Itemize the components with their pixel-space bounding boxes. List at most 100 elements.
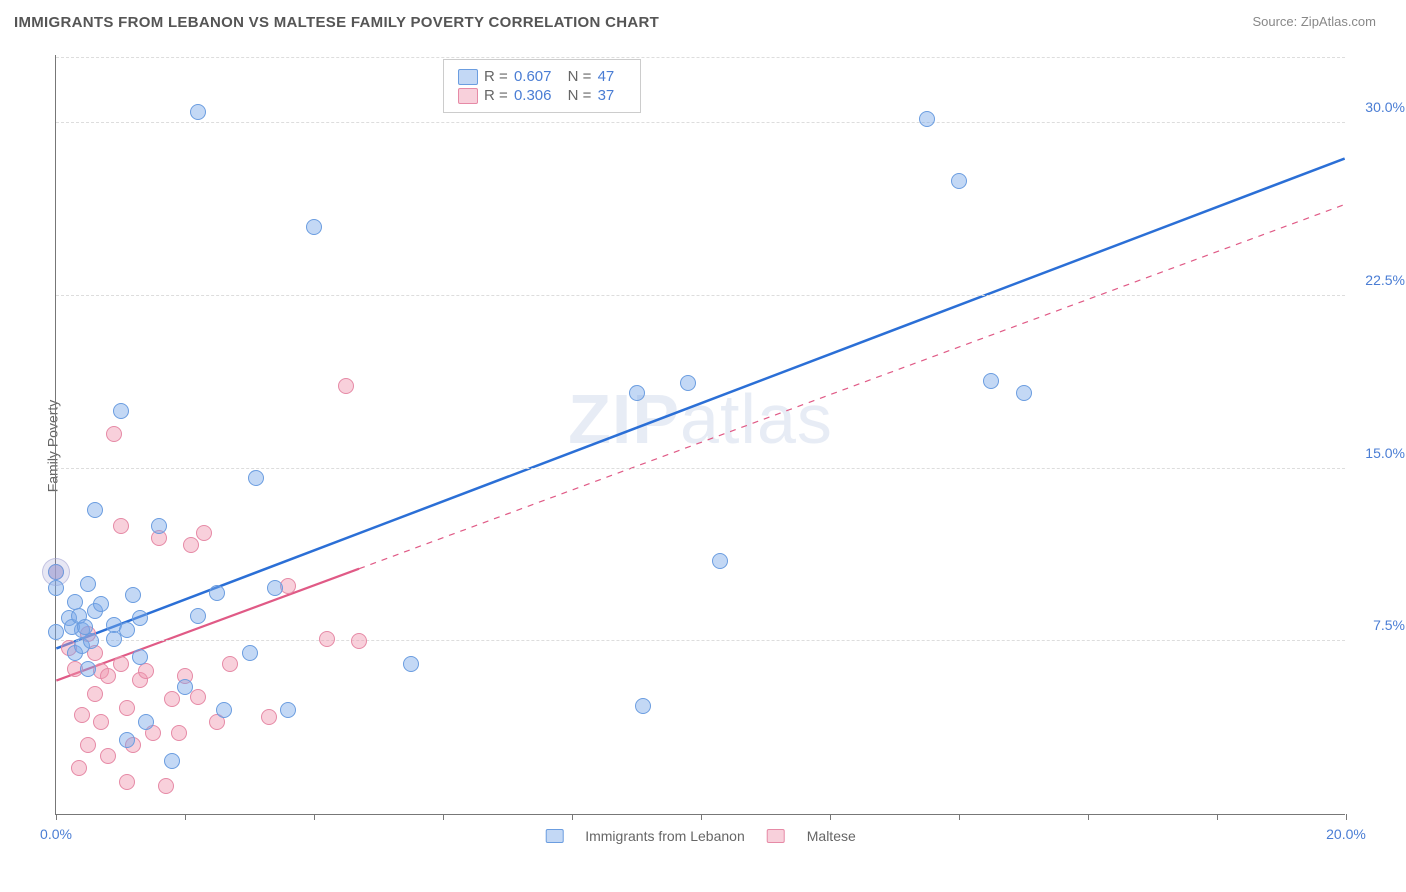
series-a-point [48, 580, 64, 596]
y-tick-label: 22.5% [1365, 272, 1405, 288]
x-tick [185, 814, 186, 820]
trend-lines [56, 55, 1345, 814]
correlation-legend: R = 0.607 N = 47 R = 0.306 N = 37 [443, 59, 641, 113]
series-a-point [83, 633, 99, 649]
series-a-point [48, 564, 64, 580]
series-a-point [635, 698, 651, 714]
legend-swatch [545, 829, 563, 843]
series-b-point [74, 707, 90, 723]
series-a-point [1016, 385, 1032, 401]
legend-stats: R = 0.306 N = 37 [484, 87, 626, 104]
series-a-point [113, 403, 129, 419]
series-b-point [190, 689, 206, 705]
series-b-point [351, 633, 367, 649]
grid-line [56, 295, 1345, 296]
series-a-point [280, 702, 296, 718]
source-link[interactable]: ZipAtlas.com [1301, 14, 1376, 29]
grid-line [56, 640, 1345, 641]
legend-label: Maltese [807, 828, 856, 844]
series-b-point [138, 663, 154, 679]
grid-line [56, 468, 1345, 469]
legend-stats: R = 0.607 N = 47 [484, 68, 626, 85]
series-a-point [132, 610, 148, 626]
series-a-point [119, 732, 135, 748]
series-a-point [267, 580, 283, 596]
watermark: ZIPatlas [568, 379, 833, 459]
legend-row: R = 0.306 N = 37 [458, 87, 626, 104]
series-a-point [190, 104, 206, 120]
y-tick-label: 30.0% [1365, 99, 1405, 115]
x-tick [56, 814, 57, 820]
grid-line [56, 57, 1345, 58]
series-a-point [712, 553, 728, 569]
x-tick-label: 0.0% [40, 826, 72, 842]
series-a-point [87, 502, 103, 518]
x-tick [1217, 814, 1218, 820]
series-a-point [216, 702, 232, 718]
chart-title: IMMIGRANTS FROM LEBANON VS MALTESE FAMIL… [14, 14, 659, 31]
series-b-point [113, 656, 129, 672]
series-b-point [87, 686, 103, 702]
series-a-point [306, 219, 322, 235]
series-b-point [119, 774, 135, 790]
series-a-point [151, 518, 167, 534]
series-b-point [338, 378, 354, 394]
series-legend: Immigrants from Lebanon Maltese [545, 828, 856, 844]
series-b-point [80, 737, 96, 753]
series-a-point [403, 656, 419, 672]
series-a-point [132, 649, 148, 665]
x-tick [572, 814, 573, 820]
series-a-point [190, 608, 206, 624]
series-b-point [196, 525, 212, 541]
x-tick [959, 814, 960, 820]
series-b-point [119, 700, 135, 716]
series-b-point [106, 426, 122, 442]
series-a-point [248, 470, 264, 486]
series-a-point [242, 645, 258, 661]
series-a-point [48, 624, 64, 640]
legend-swatch [767, 829, 785, 843]
series-a-point [93, 596, 109, 612]
series-a-point [125, 587, 141, 603]
series-a-point [80, 576, 96, 592]
series-b-point [71, 760, 87, 776]
series-b-point [100, 748, 116, 764]
series-a-point [951, 173, 967, 189]
series-b-point [261, 709, 277, 725]
grid-line [56, 122, 1345, 123]
series-b-point [222, 656, 238, 672]
source-label: Source: ZipAtlas.com [1252, 14, 1376, 31]
series-a-point [680, 375, 696, 391]
series-b-point [183, 537, 199, 553]
series-b-point [100, 668, 116, 684]
x-tick [1346, 814, 1347, 820]
legend-label: Immigrants from Lebanon [585, 828, 745, 844]
x-tick [701, 814, 702, 820]
series-a-point [209, 585, 225, 601]
series-a-point [177, 679, 193, 695]
y-tick-label: 15.0% [1365, 445, 1405, 461]
plot-area: ZIPatlas R = 0.607 N = 47 R = 0.306 N = 3… [55, 55, 1345, 815]
legend-row: R = 0.607 N = 47 [458, 68, 626, 85]
y-tick-label: 7.5% [1373, 617, 1405, 633]
series-a-point [119, 622, 135, 638]
x-tick [443, 814, 444, 820]
series-b-point [319, 631, 335, 647]
series-b-point [158, 778, 174, 794]
series-a-point [80, 661, 96, 677]
x-tick [314, 814, 315, 820]
x-tick [830, 814, 831, 820]
series-b-point [93, 714, 109, 730]
legend-swatch [458, 69, 478, 85]
x-tick [1088, 814, 1089, 820]
series-a-point [629, 385, 645, 401]
series-a-point [983, 373, 999, 389]
series-a-point [138, 714, 154, 730]
header: IMMIGRANTS FROM LEBANON VS MALTESE FAMIL… [0, 0, 1406, 31]
x-tick-label: 20.0% [1326, 826, 1366, 842]
series-a-point [919, 111, 935, 127]
chart-container: IMMIGRANTS FROM LEBANON VS MALTESE FAMIL… [0, 0, 1406, 892]
series-b-point [164, 691, 180, 707]
series-a-point [164, 753, 180, 769]
legend-swatch [458, 88, 478, 104]
